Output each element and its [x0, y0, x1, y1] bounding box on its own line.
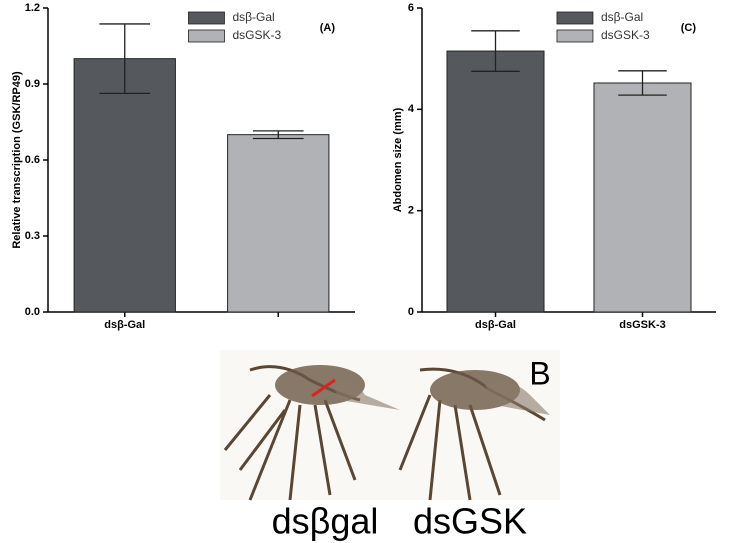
- error-bar: [618, 70, 667, 96]
- caption: dsβgal: [272, 501, 379, 542]
- panel-title: (C): [681, 22, 697, 34]
- bar: [593, 82, 692, 313]
- y-tick-label: 0: [408, 306, 414, 318]
- legend-label: dsβ-Gal: [601, 10, 643, 24]
- error-bar: [471, 30, 520, 72]
- panel-label: B: [529, 355, 550, 391]
- x-tick-label: dsβ-Gal: [475, 319, 516, 331]
- y-axis-label: Abdomen size (mm): [392, 107, 404, 212]
- legend-swatch: [188, 11, 225, 25]
- bar: [227, 134, 330, 313]
- y-tick-label: 1.2: [25, 2, 40, 14]
- y-tick-label: 6: [408, 2, 414, 14]
- y-tick-label: 0.6: [25, 154, 40, 166]
- y-tick-label: 0.9: [25, 78, 40, 90]
- error-bar: [99, 23, 151, 95]
- legend-swatch: [556, 11, 594, 25]
- x-tick-label: dsβ-Gal: [104, 319, 145, 331]
- photo: [220, 350, 560, 501]
- panel-title: (A): [320, 22, 336, 34]
- legend-swatch: [188, 29, 225, 43]
- legend-label: dsGSK-3: [232, 28, 281, 42]
- error-bar: [252, 130, 304, 140]
- x-tick-label: dsGSK-3: [619, 319, 665, 331]
- y-tick-label: 2: [408, 205, 414, 217]
- y-tick-label: 0.3: [25, 230, 40, 242]
- y-tick-label: 0.0: [25, 306, 40, 318]
- bar: [446, 50, 545, 313]
- caption: dsGSK: [413, 501, 527, 542]
- y-tick-label: 4: [408, 103, 415, 115]
- legend-label: dsβ-Gal: [232, 10, 274, 24]
- y-axis-label: Relative transcription (GSK/RP49): [11, 71, 23, 249]
- bar: [73, 58, 176, 313]
- legend-swatch: [556, 29, 594, 43]
- legend-label: dsGSK-3: [601, 28, 650, 42]
